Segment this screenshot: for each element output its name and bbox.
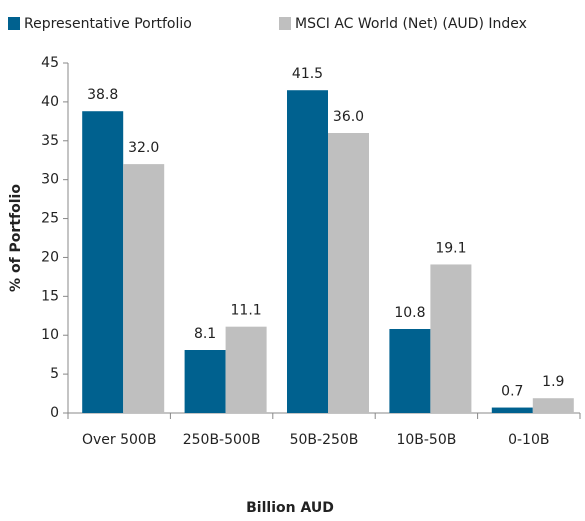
bar (287, 90, 328, 413)
bar (184, 350, 226, 413)
legend-label: Representative Portfolio (24, 16, 192, 32)
y-tick-label: 30 (41, 172, 59, 188)
x-axis-title: Billion AUD (246, 500, 334, 516)
bar (430, 264, 472, 413)
y-tick-label: 0 (50, 405, 59, 421)
value-label: 19.1 (435, 240, 466, 256)
value-label: 10.8 (394, 305, 425, 321)
y-tick-label: 5 (50, 366, 59, 382)
bar (532, 398, 574, 413)
value-label: 38.8 (87, 87, 118, 103)
bar (82, 111, 124, 413)
bar (389, 329, 431, 413)
value-label: 11.1 (231, 303, 262, 319)
x-tick-label: 0-10B (508, 432, 549, 448)
y-tick-label: 40 (41, 94, 59, 110)
x-tick-label: 10B-50B (396, 432, 456, 448)
y-tick-label: 15 (41, 288, 59, 304)
y-tick-label: 20 (41, 249, 59, 265)
y-axis-title: % of Portfolio (8, 184, 24, 292)
x-tick-label: Over 500B (82, 432, 156, 448)
value-label: 36.0 (333, 109, 364, 125)
y-tick-label: 35 (41, 133, 59, 149)
x-tick-label: 250B-500B (183, 432, 261, 448)
bar (328, 133, 369, 413)
value-label: 41.5 (292, 66, 323, 82)
value-label: 0.7 (501, 384, 523, 400)
value-label: 32.0 (128, 140, 159, 156)
y-tick-label: 25 (41, 211, 59, 227)
x-tick-label: 50B-250B (290, 432, 359, 448)
bar (123, 164, 165, 413)
legend-swatch (8, 17, 20, 30)
value-label: 8.1 (194, 326, 216, 342)
value-label: 1.9 (542, 374, 564, 390)
legend-label: MSCI AC World (Net) (AUD) Index (295, 16, 527, 32)
y-tick-label: 45 (41, 55, 59, 71)
y-tick-label: 10 (41, 327, 59, 343)
bar (225, 326, 267, 413)
bar (491, 407, 533, 413)
legend-swatch (279, 17, 291, 30)
